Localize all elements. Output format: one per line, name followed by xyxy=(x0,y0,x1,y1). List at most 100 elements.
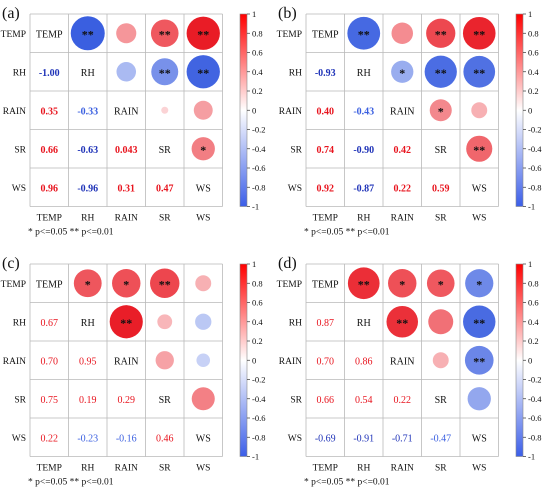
diagonal-label: RAIN xyxy=(390,106,414,117)
colorbar-tick-label: -0.4 xyxy=(528,394,542,404)
row-label: SR xyxy=(14,395,26,405)
correlation-circle xyxy=(428,309,454,335)
colorbar-tick-label: 0.4 xyxy=(528,317,539,327)
colorbar-tick-label: 0.2 xyxy=(252,86,263,96)
row-label: RH xyxy=(289,68,302,78)
correlation-value: -0.23 xyxy=(77,433,98,444)
significance-mark: ** xyxy=(396,316,408,330)
diagonal-label: RH xyxy=(81,68,95,79)
correlation-value: -0.90 xyxy=(353,145,374,156)
colorbar-tick-label: -0.8 xyxy=(252,182,265,192)
correlation-panel: (d)TEMP ** * * *0.87 RH ** **0.70 0.86 RAIN **0.66… xyxy=(277,255,543,488)
correlation-value: -0.87 xyxy=(353,183,374,194)
row-label: WS xyxy=(12,184,26,194)
column-label: RAIN xyxy=(115,464,138,474)
significance-mark: * xyxy=(438,104,444,118)
column-label: WS xyxy=(472,464,486,474)
diagonal-label: SR xyxy=(435,145,448,156)
correlation-circle xyxy=(471,102,488,119)
significance-mark: * xyxy=(476,277,482,291)
column-label: TEMP xyxy=(37,464,62,474)
correlation-circle xyxy=(151,58,179,86)
diagonal-label: TEMP xyxy=(36,279,63,290)
column-label: RAIN xyxy=(391,214,414,224)
significance-mark: * xyxy=(399,66,405,80)
significance-mark: ** xyxy=(473,66,485,80)
colorbar xyxy=(239,263,248,457)
column-label: SR xyxy=(159,464,171,474)
colorbar-tick-label: -0.6 xyxy=(528,163,541,173)
diagonal-label: SR xyxy=(159,145,172,156)
significance-mark: ** xyxy=(120,316,132,330)
correlation-circle xyxy=(109,305,143,339)
row-label: TEMP xyxy=(1,280,26,290)
correlation-circle xyxy=(426,269,455,298)
correlation-value: 0.70 xyxy=(41,356,59,367)
colorbar xyxy=(239,13,248,207)
correlation-circle xyxy=(463,55,496,88)
correlation-circle xyxy=(462,16,496,50)
correlation-value: 0.40 xyxy=(317,106,335,117)
significance-footnote: * p<=0.05 ** p<=0.01 xyxy=(304,478,390,488)
column-label: WS xyxy=(196,214,210,224)
correlation-value: -0.33 xyxy=(77,106,98,117)
colorbar-tick-label: -0.6 xyxy=(528,413,541,423)
correlation-value: -0.69 xyxy=(315,433,336,444)
column-label: RH xyxy=(81,214,94,224)
correlation-circle xyxy=(70,16,105,51)
column-label: TEMP xyxy=(313,214,338,224)
diagonal-label: WS xyxy=(196,433,211,444)
correlation-value: 0.043 xyxy=(115,145,138,156)
colorbar-tick-label: 0.2 xyxy=(528,336,539,346)
correlation-circle xyxy=(116,61,137,82)
correlation-circle xyxy=(191,387,215,411)
correlation-value: 0.75 xyxy=(41,395,59,406)
colorbar-tick-label: 0.8 xyxy=(528,28,539,38)
panel-label: (c) xyxy=(2,255,20,272)
row-label: RAIN xyxy=(279,107,302,117)
significance-footnote: * p<=0.05 ** p<=0.01 xyxy=(28,228,114,238)
colorbar-tick-label: 1 xyxy=(528,259,532,269)
correlation-value: -0.16 xyxy=(116,433,137,444)
diagonal-label: SR xyxy=(435,395,448,406)
correlation-circle xyxy=(429,99,452,122)
significance-mark: * xyxy=(200,143,206,157)
significance-mark: ** xyxy=(159,66,171,80)
colorbar-tick-label: 1 xyxy=(252,9,256,19)
panel-label: (b) xyxy=(278,5,297,22)
diagonal-label: WS xyxy=(196,183,211,194)
colorbar-tick-label: 0.6 xyxy=(252,298,263,308)
correlation-value: 0.46 xyxy=(156,433,174,444)
correlation-value: 0.86 xyxy=(355,356,373,367)
correlation-circle xyxy=(193,100,213,120)
row-label: TEMP xyxy=(277,30,302,40)
colorbar-tick-label: -0.6 xyxy=(252,413,265,423)
row-label: RH xyxy=(13,68,26,78)
colorbar-tick-label: 0 xyxy=(528,355,532,365)
row-label: RH xyxy=(289,318,302,328)
row-label: SR xyxy=(290,395,302,405)
colorbar-tick-label: 0.8 xyxy=(252,278,263,288)
row-label: RAIN xyxy=(279,357,302,367)
correlation-circle xyxy=(426,18,456,48)
correlation-value: 0.35 xyxy=(41,106,59,117)
correlation-circle xyxy=(464,345,494,375)
colorbar-tick-label: -1 xyxy=(252,452,259,462)
correlation-circle xyxy=(195,313,212,330)
correlation-value: 0.66 xyxy=(41,145,59,156)
significance-mark: * xyxy=(399,277,405,291)
correlation-circle xyxy=(463,305,496,338)
colorbar-tick-label: 0 xyxy=(252,355,256,365)
colorbar-tick-label: -1 xyxy=(528,452,535,462)
colorbar xyxy=(515,13,524,207)
correlation-circle xyxy=(386,305,419,338)
row-label: WS xyxy=(12,434,26,444)
column-label: WS xyxy=(196,464,210,474)
row-label: RAIN xyxy=(3,107,26,117)
significance-mark: ** xyxy=(435,66,447,80)
colorbar-tick-label: -0.2 xyxy=(528,125,541,135)
correlation-value: -0.63 xyxy=(77,145,98,156)
correlation-value: 0.54 xyxy=(355,395,373,406)
correlation-circle xyxy=(347,267,380,300)
